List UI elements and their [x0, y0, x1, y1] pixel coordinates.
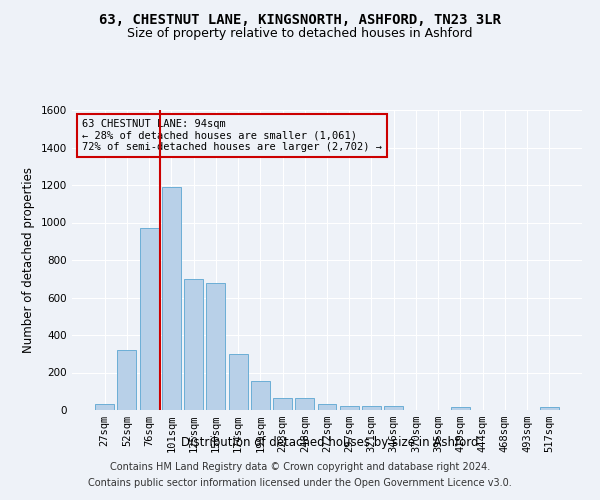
Bar: [540, 407, 559, 410]
Bar: [384, 406, 403, 410]
Text: Distribution of detached houses by size in Ashford: Distribution of detached houses by size …: [181, 436, 479, 449]
Bar: [229, 354, 248, 410]
Y-axis label: Number of detached properties: Number of detached properties: [22, 167, 35, 353]
Bar: [118, 350, 136, 410]
Bar: [451, 407, 470, 410]
Bar: [273, 398, 292, 410]
Bar: [95, 404, 114, 410]
Bar: [184, 279, 203, 410]
Text: 63 CHESTNUT LANE: 94sqm
← 28% of detached houses are smaller (1,061)
72% of semi: 63 CHESTNUT LANE: 94sqm ← 28% of detache…: [82, 119, 382, 152]
Text: Size of property relative to detached houses in Ashford: Size of property relative to detached ho…: [127, 28, 473, 40]
Bar: [295, 398, 314, 410]
Text: Contains HM Land Registry data © Crown copyright and database right 2024.: Contains HM Land Registry data © Crown c…: [110, 462, 490, 472]
Bar: [251, 381, 270, 410]
Text: 63, CHESTNUT LANE, KINGSNORTH, ASHFORD, TN23 3LR: 63, CHESTNUT LANE, KINGSNORTH, ASHFORD, …: [99, 12, 501, 26]
Bar: [206, 282, 225, 410]
Bar: [340, 406, 359, 410]
Bar: [140, 228, 158, 410]
Bar: [362, 406, 381, 410]
Bar: [317, 404, 337, 410]
Text: Contains public sector information licensed under the Open Government Licence v3: Contains public sector information licen…: [88, 478, 512, 488]
Bar: [162, 187, 181, 410]
